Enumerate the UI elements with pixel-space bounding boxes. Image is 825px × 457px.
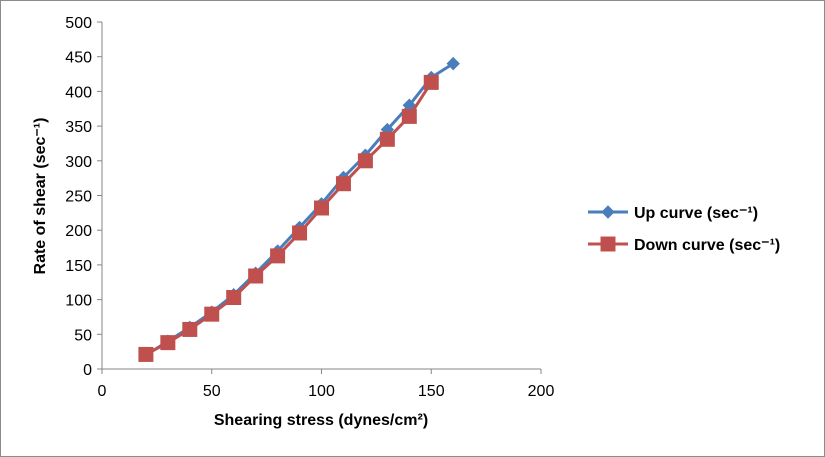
data-point <box>357 153 373 169</box>
tick-labels: 0 50 100 150 200 250 300 350 400 450 500 0 50 100 150 2… <box>65 15 554 400</box>
data-point <box>423 74 439 90</box>
data-point <box>446 56 460 71</box>
series-2 <box>138 74 439 362</box>
data-point <box>182 321 198 337</box>
data-point <box>270 248 286 264</box>
x-tick-label: 50 <box>203 383 221 400</box>
data-point <box>314 200 329 216</box>
data-point <box>248 268 264 284</box>
y-tick-label: 450 <box>65 50 92 67</box>
data-point <box>226 290 242 306</box>
y-tick-label: 150 <box>65 258 92 275</box>
series-line <box>145 81 433 356</box>
data-point <box>160 335 176 351</box>
y-tick-label: 250 <box>65 189 92 206</box>
data-point <box>138 346 154 362</box>
series-group <box>138 56 460 362</box>
legend-marker <box>601 205 615 219</box>
legend-label: Up curve (sec⁻¹) <box>634 205 758 222</box>
data-point <box>335 176 351 192</box>
x-tick-label: 0 <box>98 383 107 400</box>
legend-label: Down curve (sec⁻¹) <box>634 237 780 254</box>
y-tick-label: 500 <box>65 15 92 32</box>
data-point <box>292 225 308 241</box>
x-tick-label: 200 <box>528 383 555 400</box>
series-1 <box>139 56 460 362</box>
y-tick-label: 0 <box>83 362 92 379</box>
x-tick-label: 150 <box>418 383 445 400</box>
data-point <box>401 108 417 124</box>
legend: Up curve (sec⁻¹) Down curve (sec⁻¹) <box>588 205 780 254</box>
y-tick-label: 100 <box>65 293 92 310</box>
y-tick-label: 400 <box>65 84 92 101</box>
y-tick-label: 300 <box>65 154 92 171</box>
legend-marker <box>600 236 616 252</box>
y-tick-label: 50 <box>74 327 92 344</box>
x-tick-label: 100 <box>308 383 335 400</box>
data-point <box>204 306 220 322</box>
y-tick-label: 200 <box>65 223 92 240</box>
axes <box>97 21 542 374</box>
data-point <box>379 131 395 147</box>
y-axis-title: Rate of shear (sec⁻¹) <box>32 118 49 275</box>
y-tick-label: 350 <box>65 119 92 136</box>
x-axis-title: Shearing stress (dynes/cm²) <box>214 412 428 429</box>
